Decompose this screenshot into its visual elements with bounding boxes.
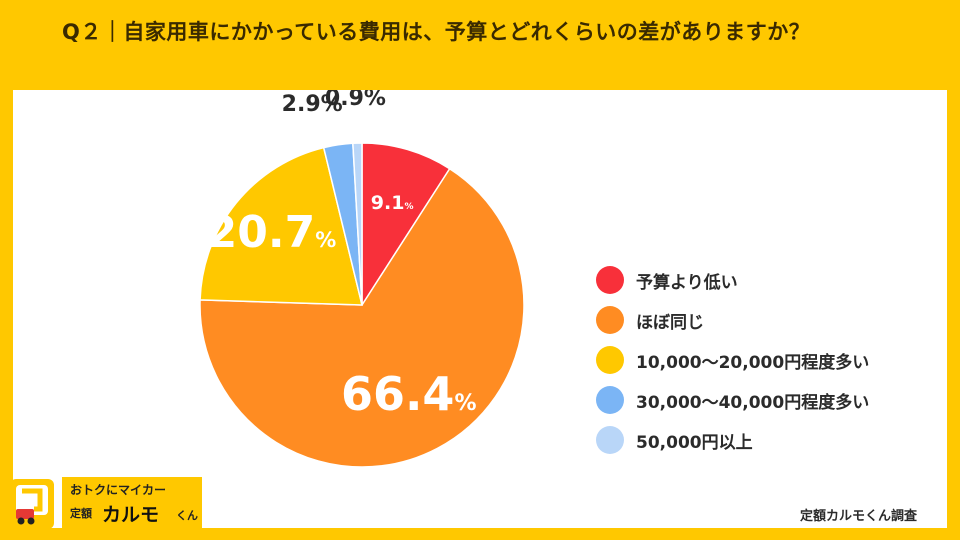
legend-item: 50,000円以上 [596,420,869,460]
legend-swatch [596,266,624,294]
legend-swatch [596,426,624,454]
header-bar: Q２｜自家用車にかかっている費用は、予算とどれくらいの差がありますか？ [0,0,960,70]
page-title: Q２｜自家用車にかかっている費用は、予算とどれくらいの差がありますか？ [62,20,811,44]
legend-item: 10,000〜20,000円程度多い [596,340,869,380]
brand-logo: おトクにマイカー 定額 カルモ くん [0,473,202,531]
chart-legend: 予算より低い ほぼ同じ 10,000〜20,000円程度多い 30,000〜40,00… [596,260,869,460]
logo-prefix: 定額 [70,507,92,520]
pie-chart: 9.1% 66.4% 20.7% 2.9%0.9% [199,90,525,468]
slice-value-label: 0.9% [325,90,386,111]
legend-item: 予算より低い [596,260,869,300]
legend-label: 10,000〜20,000円程度多い [636,352,870,373]
logo-text-panel: おトクにマイカー 定額 カルモ くん [62,477,202,529]
legend-label: 30,000〜40,000円程度多い [636,392,870,413]
legend-item: ほぼ同じ [596,300,869,340]
chart-panel: 9.1% 66.4% 20.7% 2.9% 0.9% 予算より低い ほぼ同じ 10,000〜… [13,90,947,528]
pie-slice [199,167,525,468]
legend-swatch [596,386,624,414]
pie-slice [199,146,363,306]
legend-swatch [596,346,624,374]
legend-label: 50,000円以上 [636,432,753,453]
legend-item: 30,000〜40,000円程度多い [596,380,869,420]
pie-slice [352,142,363,306]
slice-value-label: 66.4% [341,367,477,421]
slice-value-label: 20.7% [207,207,337,258]
legend-label: 予算より低い [636,272,738,293]
slice-value-label: 2.9% [282,92,343,117]
legend-swatch [596,306,624,334]
logo-name: カルモ [102,504,160,526]
karumo-car-icon [10,479,54,529]
logo-suffix: くん [176,509,198,522]
logo-tagline: おトクにマイカー [70,483,167,497]
slice-value-label: 9.1% [371,192,414,214]
legend-label: ほぼ同じ [636,312,704,333]
source-note: 定額カルモくん調査 [800,509,918,524]
pie-slice [361,142,451,308]
